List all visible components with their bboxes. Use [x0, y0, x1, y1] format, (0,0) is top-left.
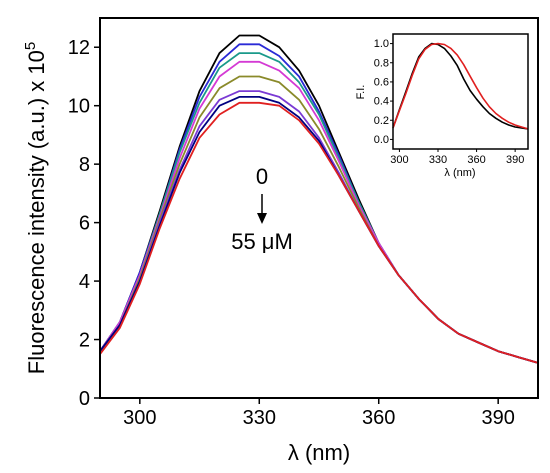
inset-x-ticks: 300 330 360 390: [390, 149, 524, 166]
annotation-arrow-head: [257, 213, 267, 224]
main-x-axis-label: λ (nm): [288, 440, 350, 465]
y-tick-label: 0: [79, 388, 90, 410]
main-plot: 300 330 360 390 0 2 4 6 8 10 12 λ (nm) Fluorescen…: [22, 17, 539, 465]
main-y-ticks: 0 2 4 6 8 10 12: [68, 37, 100, 410]
x-tick-label: 360: [362, 407, 395, 429]
series-line-7: [99, 101, 539, 364]
y-tick-label: 2: [79, 330, 90, 352]
inset-plot-frame: [392, 33, 529, 150]
main-y-axis-label-base: Fluorescence intensity (a.u.) x 10: [24, 50, 49, 374]
x-tick-label: 360: [467, 154, 485, 166]
inset-y-ticks: 0.0 0.2 0.4 0.6 0.8 1.0: [374, 38, 393, 146]
x-tick-label: 300: [390, 154, 408, 166]
x-tick-label: 390: [506, 154, 524, 166]
inset-plot: 300 330 360 390 0.0 0.2 0.4 0.6 0.8 1.0 λ (nm) F…: [355, 33, 529, 179]
main-x-ticks: 300 330 360 390: [123, 398, 515, 429]
main-series-lines: [99, 34, 539, 364]
y-tick-label: 6: [79, 213, 90, 235]
y-tick-label: 0.4: [374, 96, 389, 108]
x-tick-label: 330: [243, 407, 276, 429]
y-tick-label: 1.0: [374, 38, 389, 50]
annotation-start: 0: [256, 164, 268, 189]
y-tick-label: 10: [68, 96, 90, 118]
y-tick-label: 0.8: [374, 57, 389, 69]
inset-series-lines: [392, 42, 529, 130]
y-tick-label: 12: [68, 37, 90, 59]
y-tick-label: 0.6: [374, 76, 389, 88]
x-tick-label: 300: [123, 407, 156, 429]
inset-background: [393, 34, 528, 149]
main-y-axis-label-exponent: 5: [22, 42, 39, 50]
main-plot-frame: [99, 17, 539, 399]
inset-y-axis-label: F.I.: [355, 85, 367, 100]
x-tick-label: 390: [481, 407, 514, 429]
y-tick-label: 8: [79, 154, 90, 176]
y-tick-label: 0.0: [374, 134, 389, 146]
annotation-end: 55 μM: [231, 229, 293, 254]
series-line-1: [392, 42, 529, 130]
y-tick-label: 0.2: [374, 115, 389, 127]
main-y-axis-label: Fluorescence intensity (a.u.) x 105: [22, 42, 49, 374]
x-tick-label: 330: [429, 154, 447, 166]
y-tick-label: 4: [79, 271, 90, 293]
inset-x-axis-label: λ (nm): [444, 167, 475, 179]
